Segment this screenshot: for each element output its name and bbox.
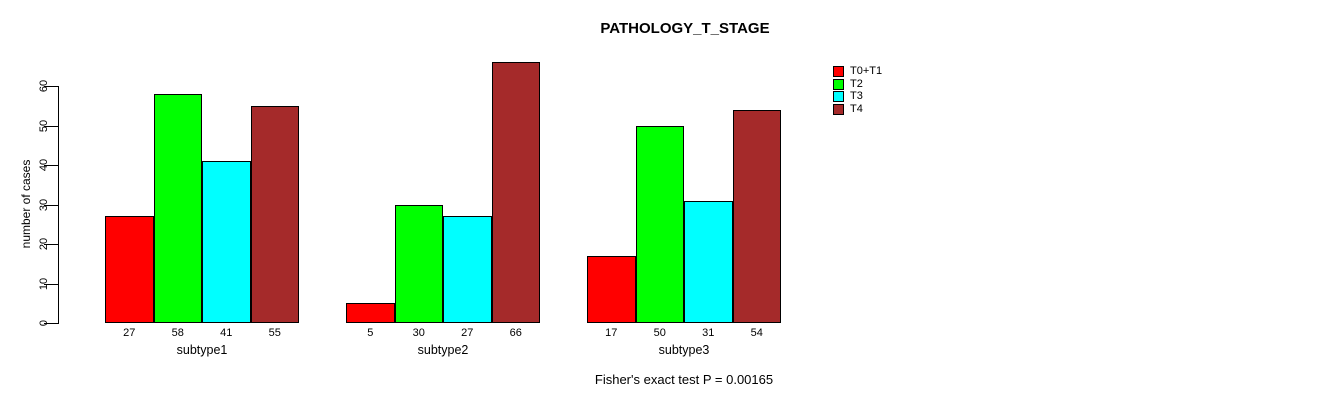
legend-row: T3 — [833, 91, 863, 102]
legend-row: T2 — [833, 77, 863, 90]
y-axis-tick — [44, 86, 58, 87]
bar — [202, 161, 251, 323]
legend-label: T0+T1 — [850, 65, 883, 77]
bar — [684, 200, 733, 323]
legend-swatch — [833, 91, 844, 102]
category-label: subtype3 — [658, 343, 710, 357]
bar — [394, 204, 443, 323]
y-tick-label: 0 — [38, 319, 50, 327]
bar-value-label: 17 — [605, 327, 618, 339]
bar — [491, 62, 540, 323]
legend-row: T4 — [833, 102, 863, 115]
y-axis-label: number of cases — [19, 159, 33, 249]
y-tick-label: 40 — [38, 158, 50, 172]
y-axis-tick — [44, 323, 58, 324]
y-tick-label: 60 — [38, 79, 50, 93]
bar-value-label: 50 — [653, 327, 666, 339]
bar-value-label: 54 — [750, 327, 763, 339]
category-label: subtype1 — [176, 343, 228, 357]
legend-row: T0+T1 — [833, 66, 882, 77]
bar — [443, 216, 492, 323]
y-axis-line — [58, 86, 59, 324]
legend-swatch — [833, 78, 844, 90]
bar-value-label: 55 — [268, 327, 281, 339]
bar — [732, 109, 781, 323]
y-tick-label: 50 — [38, 119, 50, 133]
bar-value-label: 58 — [171, 327, 184, 339]
y-axis-tick — [44, 165, 58, 166]
bar — [105, 216, 154, 323]
category-label: subtype2 — [417, 343, 469, 357]
legend-swatch — [833, 103, 844, 115]
y-tick-label: 20 — [38, 237, 50, 251]
bar-value-label: 5 — [367, 327, 374, 339]
bar — [587, 255, 636, 323]
legend-label: T4 — [850, 102, 863, 115]
bar-value-label: 66 — [509, 327, 522, 339]
y-axis-tick — [44, 284, 58, 285]
bar — [635, 125, 684, 323]
bar — [153, 93, 202, 323]
bar-value-label: 31 — [702, 327, 715, 339]
annotation-text: Fisher's exact test P = 0.00165 — [594, 372, 774, 387]
y-axis-tick — [44, 205, 58, 206]
y-tick-label: 30 — [38, 198, 50, 212]
y-axis-tick — [44, 244, 58, 245]
bar — [250, 105, 299, 323]
bar-value-label: 41 — [220, 327, 233, 339]
bar — [346, 303, 395, 323]
legend-label: T2 — [850, 77, 863, 90]
y-tick-label: 10 — [38, 277, 50, 291]
y-axis-tick — [44, 126, 58, 127]
chart-title: PATHOLOGY_T_STAGE — [600, 20, 770, 37]
legend-swatch — [833, 66, 844, 77]
bar-value-label: 27 — [123, 327, 136, 339]
legend-label: T3 — [850, 90, 863, 102]
bar-value-label: 27 — [461, 327, 474, 339]
bar-value-label: 30 — [412, 327, 425, 339]
